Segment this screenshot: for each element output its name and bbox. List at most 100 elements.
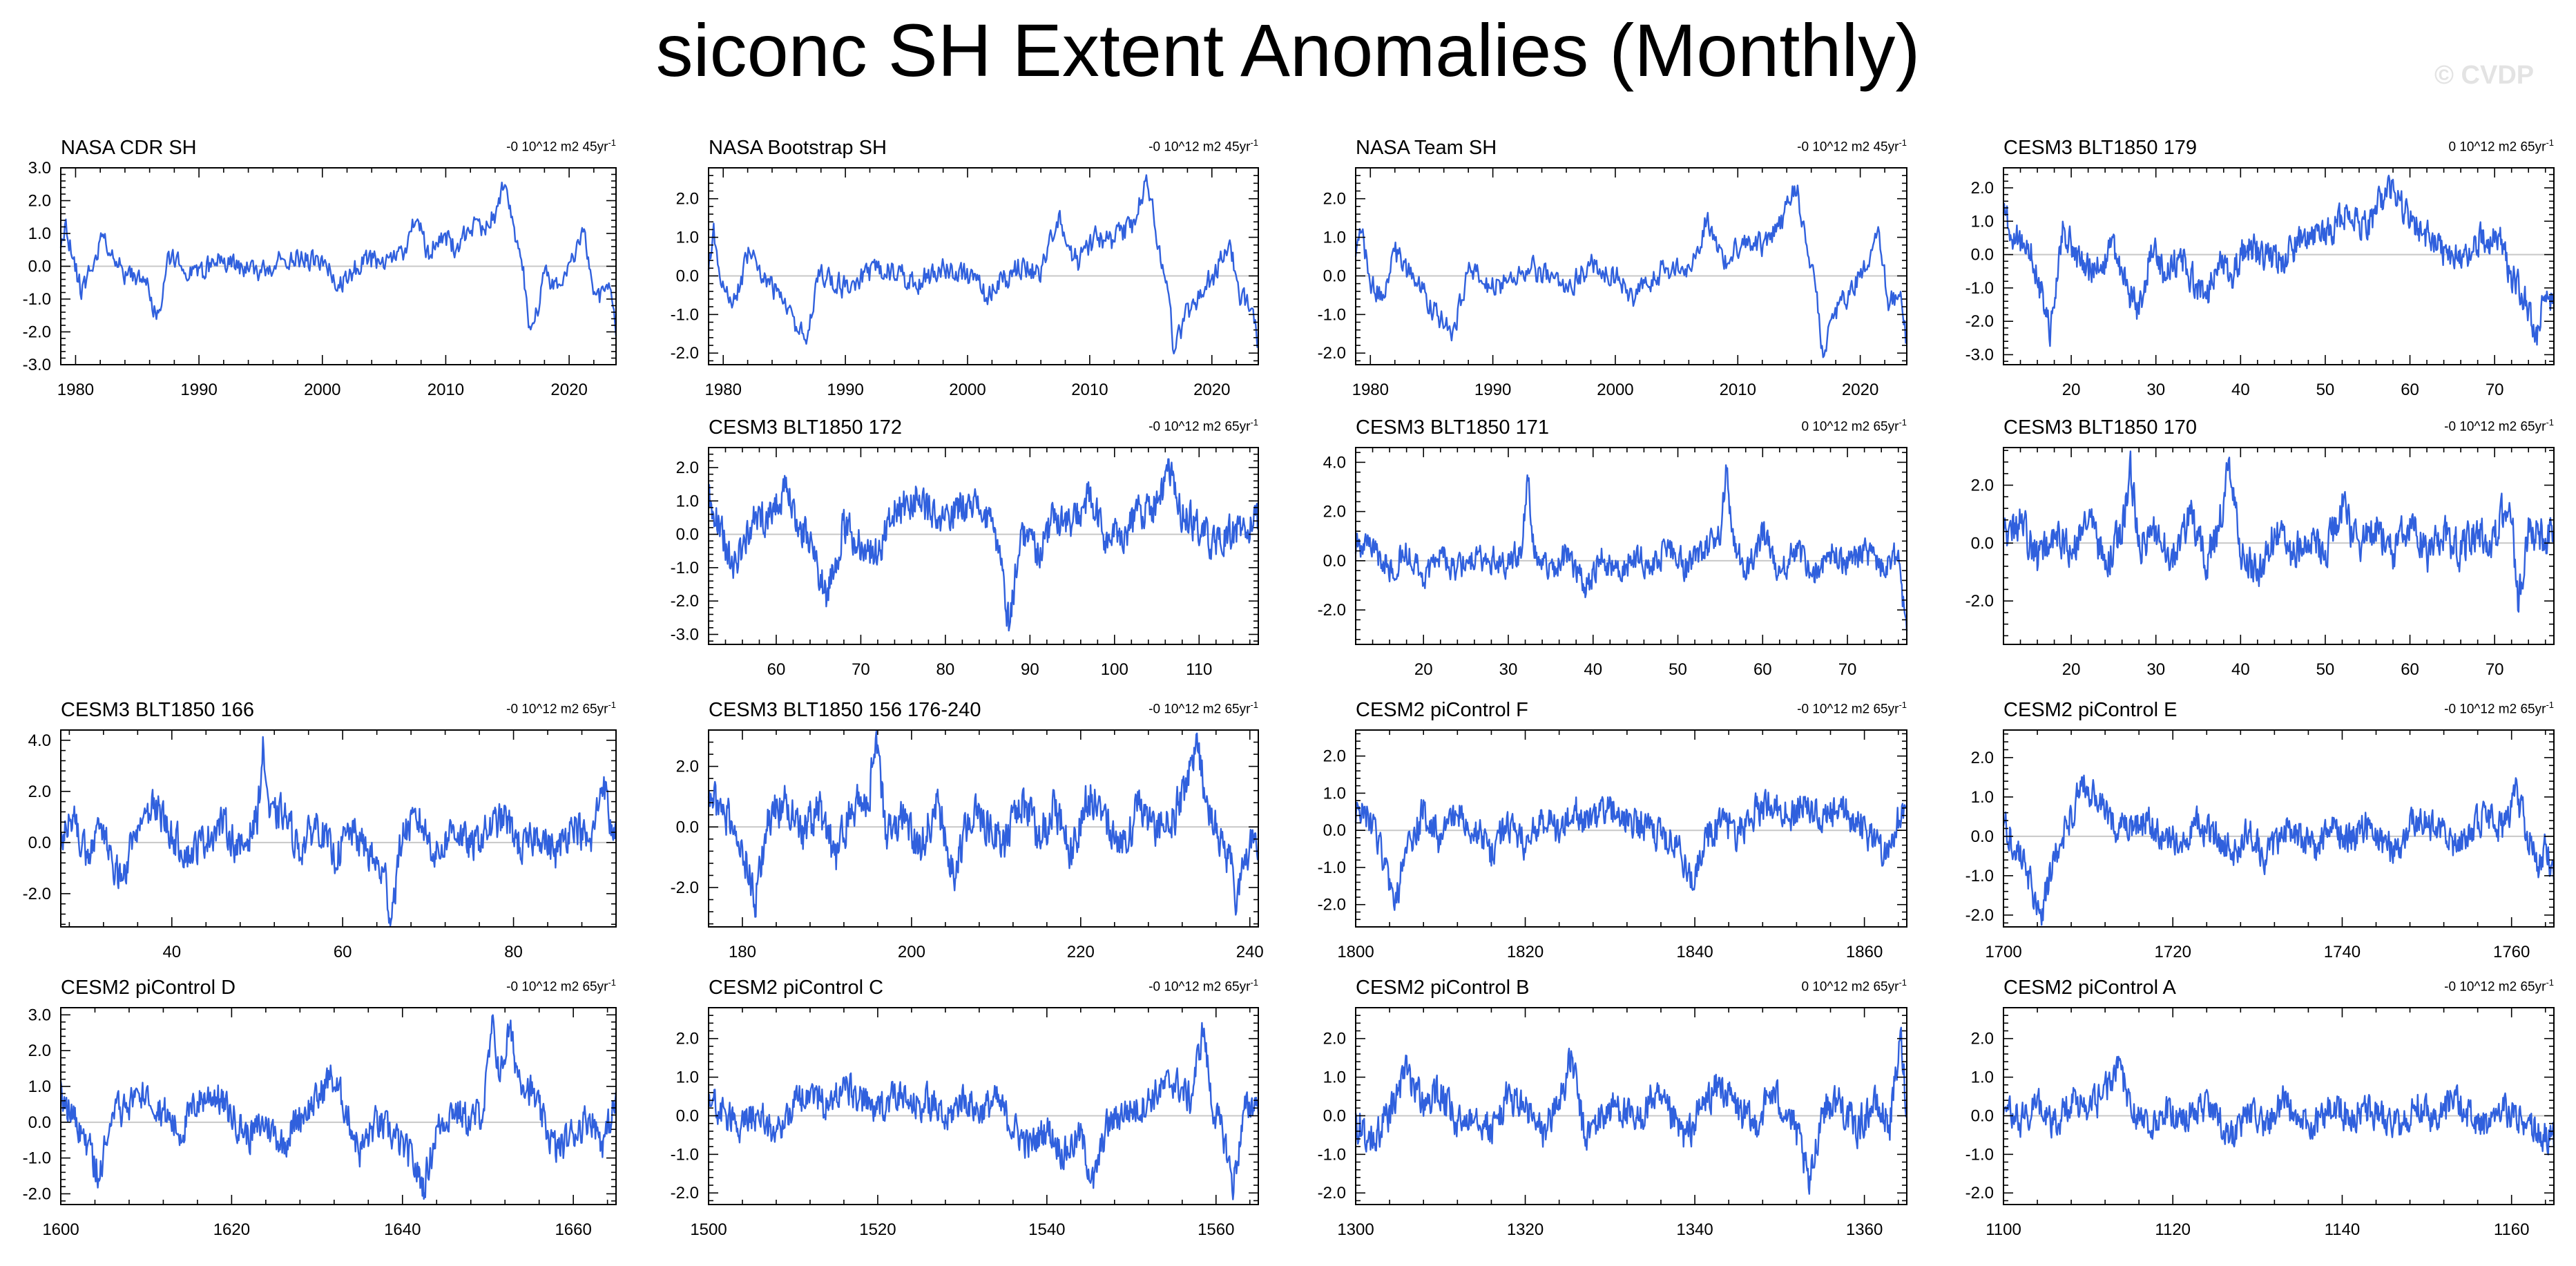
panel-nasa-team-sh: NASA Team SH -0 10^12 m2 45yr-1 -2.0 -1.0 0.… (1318, 137, 1908, 399)
plot-area: -2.0 -1.0 0.0 1.0 2.0 1980 1990 2000 2010 2020 (1318, 167, 1908, 399)
x-tick-label: 1820 (1507, 943, 1544, 961)
x-tick-label: 2020 (1842, 381, 1878, 399)
trend-annotation: -0 10^12 m2 45yr-1 (506, 137, 616, 155)
panel-title: CESM2 piControl B (1356, 977, 1530, 999)
x-tick-label: 1720 (2155, 943, 2191, 961)
plot-frame (2003, 1007, 2555, 1205)
anomaly-series-line (707, 1022, 1260, 1200)
x-tick-label: 1990 (1474, 381, 1511, 399)
y-tick-label: -2.0 (671, 344, 699, 363)
anomaly-series-line (1354, 1026, 1908, 1195)
y-tick-label: 0.0 (1323, 1106, 1346, 1125)
trend-annotation: 0 10^12 m2 65yr-1 (2448, 137, 2554, 155)
trend-annotation: 0 10^12 m2 65yr-1 (1801, 417, 1907, 434)
x-tick-label: 1520 (859, 1220, 896, 1239)
panel-cesm2-picontrol-a: CESM2 piControl A -0 10^12 m2 65yr-1 -2.0-… (1965, 977, 2555, 1239)
x-tick-label: 1640 (384, 1220, 421, 1239)
y-tick-label: -2.0 (671, 1184, 699, 1202)
y-tick-label: -3.0 (23, 356, 51, 374)
y-tick-label: -2.0 (1965, 592, 1994, 611)
plot-frame (1355, 1007, 1907, 1205)
x-tick-label: 2020 (1193, 381, 1230, 399)
x-tick-label: 30 (2146, 660, 2165, 679)
trend-annotation: -0 10^12 m2 65yr-1 (506, 700, 616, 717)
y-tick-label: 3.0 (28, 1006, 51, 1024)
y-tick-label: 0.0 (1971, 246, 1994, 265)
x-tick-label: 60 (334, 943, 352, 961)
x-tick-label: 70 (2486, 381, 2504, 399)
anomaly-series-line (2002, 174, 2555, 347)
y-tick-label: 1.0 (1971, 1068, 1994, 1087)
figure-title: siconc SH Extent Anomalies (Monthly) (655, 8, 1921, 92)
x-tick-label: 180 (729, 943, 756, 961)
y-tick-label: -2.0 (23, 323, 51, 342)
panel-title: CESM2 piControl D (61, 977, 236, 999)
y-tick-label: 4.0 (1323, 453, 1346, 472)
y-tick-label: -2.0 (671, 592, 699, 611)
x-tick-label: 80 (504, 943, 523, 961)
anomaly-series-line (1354, 464, 1908, 631)
x-tick-label: 70 (2486, 660, 2504, 679)
y-tick-label: 1.0 (676, 229, 699, 247)
y-tick-label: 2.0 (676, 459, 699, 477)
y-tick-label: 4.0 (28, 731, 51, 750)
trend-annotation: -0 10^12 m2 65yr-1 (2444, 977, 2554, 995)
plot-frame (708, 729, 1259, 928)
anomaly-series-line (707, 458, 1260, 632)
plot-frame (60, 1007, 617, 1205)
anomaly-series-line (1354, 184, 1908, 358)
y-tick-label: -2.0 (671, 879, 699, 897)
y-tick-label: 0.0 (1971, 827, 1994, 846)
x-tick-label: 100 (1101, 660, 1128, 679)
x-tick-label: 1160 (2494, 1220, 2530, 1239)
x-tick-label: 1100 (1986, 1220, 2021, 1239)
x-tick-label: 1660 (555, 1220, 591, 1239)
panel-title: NASA Team SH (1356, 137, 1497, 159)
panel-title: CESM3 BLT1850 170 (2003, 416, 2197, 439)
y-tick-label: -1.0 (671, 1145, 699, 1164)
y-tick-label: 0.0 (28, 1113, 51, 1132)
x-tick-label: 2000 (949, 381, 986, 399)
x-tick-label: 1340 (1676, 1220, 1713, 1239)
y-tick-label: 0.0 (676, 526, 699, 544)
y-tick-label: 1.0 (28, 224, 51, 243)
plot-area: -2.0 0.0 2.0 20 30 40 50 60 70 (1965, 447, 2555, 679)
anomaly-series-line (2002, 774, 2555, 926)
x-tick-label: 1840 (1676, 943, 1713, 961)
x-tick-label: 40 (162, 943, 181, 961)
trend-annotation: -0 10^12 m2 65yr-1 (1148, 417, 1258, 434)
plot-frame (2003, 447, 2555, 645)
y-tick-label: -2.0 (1965, 1184, 1994, 1202)
y-tick-label: 1.0 (1323, 1068, 1346, 1087)
x-tick-label: 90 (1021, 660, 1039, 679)
panel-cesm2-picontrol-b: CESM2 piControl B 0 10^12 m2 65yr-1 -2.0 -1… (1318, 977, 1908, 1239)
trend-annotation: -0 10^12 m2 65yr-1 (1148, 977, 1258, 995)
x-tick-label: 110 (1186, 660, 1212, 679)
x-tick-label: 240 (1236, 943, 1264, 961)
plot-frame (2003, 167, 2555, 365)
anomaly-series-line (1354, 789, 1907, 911)
plot-frame (1355, 167, 1907, 365)
y-tick-label: 1.0 (1323, 784, 1346, 803)
x-tick-label: 50 (2316, 660, 2335, 679)
plot-area: -2.0 -1.0 0.0 1.0 2.0 1700 1720 1740 1760 (1965, 729, 2555, 961)
x-tick-label: 1600 (42, 1220, 79, 1239)
panel-title: CESM2 piControl C (709, 977, 884, 999)
anomaly-series-line (707, 731, 1260, 918)
x-tick-label: 1740 (2324, 943, 2361, 961)
plot-area: -3.0 -2.0 -1.0 0.0 1.0 2.0 60 70 80 90 100 110 (671, 447, 1260, 679)
y-tick-label: 0.0 (1971, 1106, 1994, 1125)
plot-area: -2.0 -1.0 0.0 1.0 2.0 1500 1520 1540 1560 (671, 1007, 1260, 1239)
y-tick-label: 2.0 (28, 192, 51, 211)
x-tick-label: 1120 (2155, 1220, 2191, 1239)
y-tick-label: -2.0 (1318, 896, 1346, 914)
y-tick-label: 1.0 (676, 1068, 699, 1087)
y-tick-label: -1.0 (1965, 1145, 1994, 1164)
anomaly-series-line (707, 174, 1260, 355)
x-tick-label: 30 (1499, 660, 1518, 679)
x-tick-label: 1860 (1846, 943, 1883, 961)
panel-cesm3-blt1850-156-176-240: CESM3 BLT1850 156 176-240 -0 10^12 m2 65y… (671, 699, 1264, 961)
y-tick-label: -2.0 (23, 1185, 51, 1203)
x-tick-label: 40 (1584, 660, 1602, 679)
x-tick-label: 1560 (1198, 1220, 1234, 1239)
